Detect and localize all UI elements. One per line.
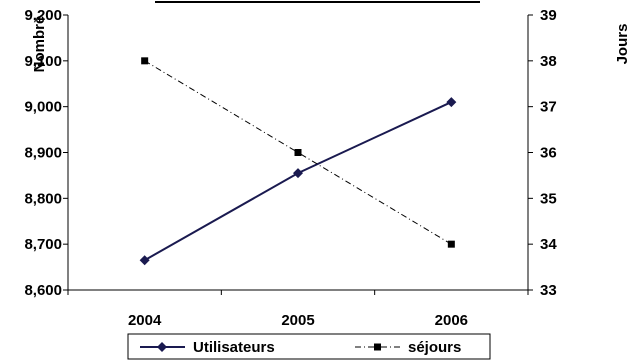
y-left-tick-label: 9,000	[24, 99, 62, 116]
data-point-diamond	[140, 255, 150, 265]
legend: Utilisateurs séjours	[128, 334, 490, 359]
legend-marker-square	[374, 344, 381, 351]
y-left-tick-label: 9,100	[24, 53, 62, 70]
y-left-tick-label: 8,800	[24, 190, 62, 207]
data-point-square	[141, 57, 148, 64]
y-left-tick-label: 8,600	[24, 282, 62, 299]
x-tick-label: 2004	[128, 312, 162, 329]
x-tick-label: 2005	[281, 312, 314, 329]
legend-label-utilisateurs: Utilisateurs	[193, 339, 275, 356]
y-right-tick-label: 36	[540, 145, 557, 162]
y-right-tick-label: 38	[540, 53, 557, 70]
series-layer	[140, 57, 457, 265]
data-point-square	[448, 241, 455, 248]
tick-labels: 8,600 8,700 8,800 8,900 9,000 9,100 9,200 33 34 3…	[24, 7, 557, 329]
y-right-tick-label: 37	[540, 99, 557, 116]
legend-label-sejours: séjours	[408, 339, 461, 356]
series-line-utilisateurs	[145, 102, 452, 260]
y-right-tick-label: 39	[540, 7, 557, 24]
y-left-tick-label: 8,900	[24, 145, 62, 162]
y-right-tick-label: 35	[540, 190, 557, 207]
y-right-tick-label: 33	[540, 282, 557, 299]
y-right-axis-title: Jours	[614, 24, 631, 65]
data-point-diamond	[446, 97, 456, 107]
x-tick-label: 2006	[435, 312, 468, 329]
y-left-tick-label: 8,700	[24, 236, 62, 253]
y-left-tick-label: 9,200	[24, 7, 62, 24]
data-point-square	[295, 149, 302, 156]
data-point-diamond	[293, 168, 303, 178]
y-right-tick-label: 34	[540, 236, 557, 253]
